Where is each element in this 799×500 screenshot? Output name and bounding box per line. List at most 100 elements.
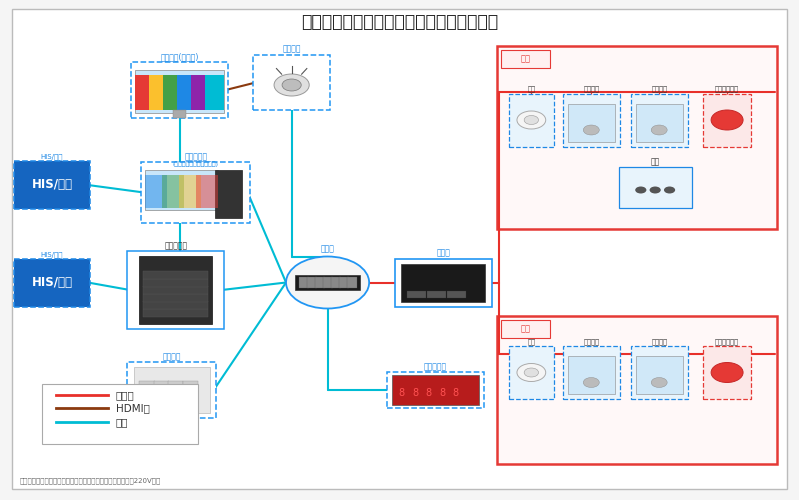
FancyBboxPatch shape [144,271,208,279]
Text: 8: 8 [399,388,404,398]
FancyBboxPatch shape [145,170,218,210]
FancyBboxPatch shape [636,104,682,142]
Text: 走廊显示屏: 走廊显示屏 [424,362,447,371]
FancyBboxPatch shape [315,277,325,288]
FancyBboxPatch shape [144,286,208,294]
Text: 转换盒: 转换盒 [436,248,451,258]
Text: 病房: 病房 [520,54,531,64]
FancyBboxPatch shape [299,277,309,288]
FancyBboxPatch shape [307,277,317,288]
Text: HIS/外网: HIS/外网 [41,154,63,160]
FancyBboxPatch shape [180,174,201,208]
Text: 护士主机: 护士主机 [162,352,181,361]
FancyBboxPatch shape [501,320,550,338]
Text: HDMI线: HDMI线 [116,404,149,413]
Text: 安卓盒子: 安卓盒子 [282,45,301,54]
FancyBboxPatch shape [197,174,218,208]
FancyBboxPatch shape [145,174,167,208]
Circle shape [711,362,743,382]
Text: 8: 8 [439,388,445,398]
FancyBboxPatch shape [631,94,688,146]
Circle shape [517,364,546,382]
Text: 病房: 病房 [520,324,531,334]
FancyBboxPatch shape [497,316,777,464]
Text: HIS/外网: HIS/外网 [31,178,73,192]
FancyBboxPatch shape [153,390,169,399]
FancyBboxPatch shape [140,256,213,324]
Text: 交换机: 交换机 [320,244,335,254]
Circle shape [286,256,369,308]
Text: 维鼎康联医护对讲系统时尚系列布线示意图: 维鼎康联医护对讲系统时尚系列布线示意图 [301,14,498,32]
Circle shape [524,368,539,377]
FancyBboxPatch shape [703,346,752,399]
Text: HIS/外网: HIS/外网 [31,276,73,289]
Circle shape [583,378,599,388]
FancyBboxPatch shape [192,74,210,110]
Text: 护士站电脑: 护士站电脑 [185,152,207,161]
Text: 床头分机: 床头分机 [651,338,667,345]
Text: 门灯: 门灯 [527,86,535,92]
FancyBboxPatch shape [136,74,154,110]
Text: 床头分机: 床头分机 [583,338,599,345]
FancyBboxPatch shape [323,277,333,288]
Text: 三芯线: 三芯线 [116,390,134,400]
Circle shape [583,125,599,135]
Text: HIS/外网: HIS/外网 [41,251,63,258]
Circle shape [517,111,546,129]
FancyBboxPatch shape [134,367,209,412]
FancyBboxPatch shape [447,290,467,298]
FancyBboxPatch shape [164,74,182,110]
FancyBboxPatch shape [144,294,208,302]
FancyBboxPatch shape [12,8,787,489]
Text: 8: 8 [453,388,459,398]
FancyBboxPatch shape [153,399,169,408]
FancyBboxPatch shape [173,110,186,118]
FancyBboxPatch shape [388,372,484,408]
Text: 防水紧急按钮: 防水紧急按钮 [715,86,739,92]
Circle shape [282,79,301,91]
FancyBboxPatch shape [128,251,224,329]
Text: 8: 8 [412,388,418,398]
FancyBboxPatch shape [407,290,427,298]
FancyBboxPatch shape [182,381,197,390]
Text: 门灯: 门灯 [527,338,535,345]
FancyBboxPatch shape [339,277,349,288]
Text: (安装护士管理软件客户端): (安装护士管理软件客户端) [173,161,219,167]
Text: 信息看板(机顶盒): 信息看板(机顶盒) [161,52,199,61]
FancyBboxPatch shape [509,94,554,146]
FancyBboxPatch shape [427,290,447,298]
FancyBboxPatch shape [568,356,615,394]
FancyBboxPatch shape [347,277,357,288]
FancyBboxPatch shape [618,167,692,208]
Text: 中央服务器: 中央服务器 [165,241,187,250]
FancyBboxPatch shape [168,399,184,408]
Circle shape [650,186,661,194]
FancyBboxPatch shape [331,277,341,288]
FancyBboxPatch shape [568,104,615,142]
FancyBboxPatch shape [501,50,550,68]
FancyBboxPatch shape [509,346,554,399]
FancyBboxPatch shape [182,390,197,399]
Text: 床头分机: 床头分机 [583,86,599,92]
Text: 更多: 更多 [650,157,660,166]
Circle shape [651,125,667,135]
FancyBboxPatch shape [149,74,168,110]
FancyBboxPatch shape [562,94,620,146]
FancyBboxPatch shape [128,362,216,418]
Circle shape [274,74,309,96]
FancyBboxPatch shape [144,308,208,316]
FancyBboxPatch shape [253,54,330,110]
FancyBboxPatch shape [396,258,492,306]
FancyBboxPatch shape [144,301,208,309]
Circle shape [664,186,675,194]
FancyBboxPatch shape [144,278,208,286]
FancyBboxPatch shape [215,170,242,218]
FancyBboxPatch shape [631,346,688,399]
FancyBboxPatch shape [703,94,752,146]
FancyBboxPatch shape [141,162,250,223]
FancyBboxPatch shape [136,70,224,113]
FancyBboxPatch shape [562,346,620,399]
FancyBboxPatch shape [402,264,486,302]
Text: 床头分机: 床头分机 [651,86,667,92]
FancyBboxPatch shape [295,275,360,290]
